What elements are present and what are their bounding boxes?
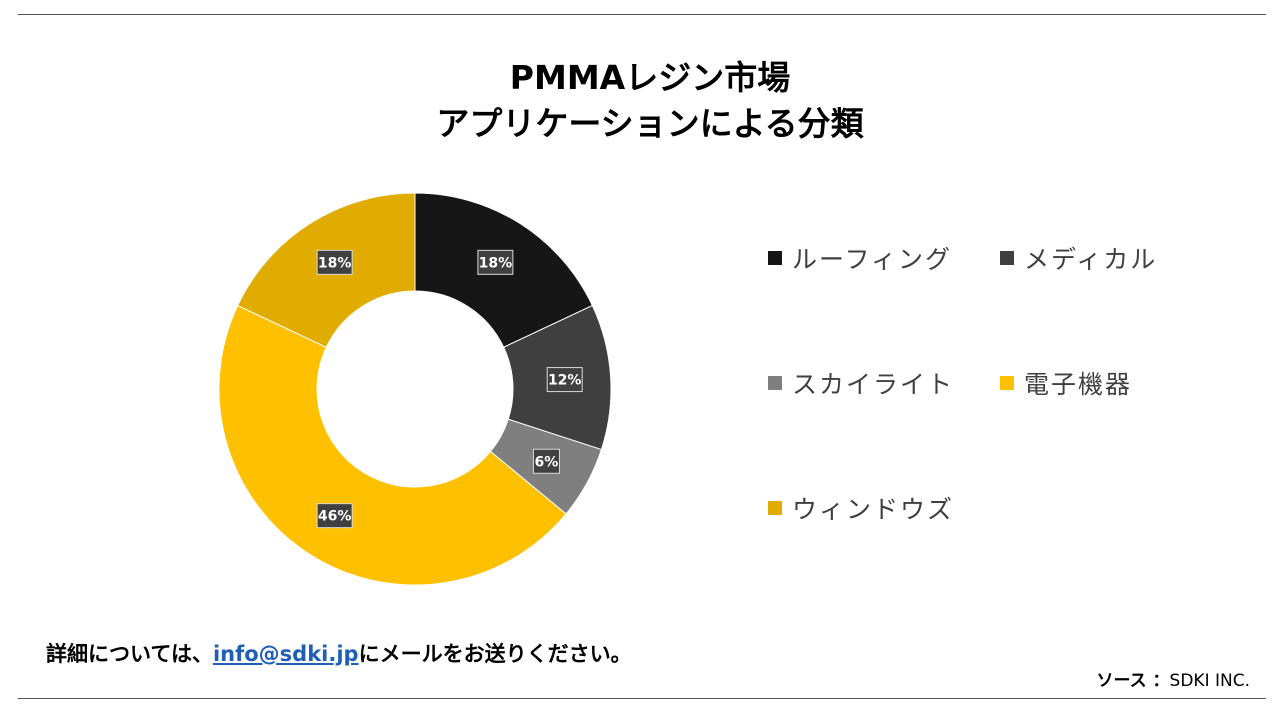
- data-label-text-1: 18%: [479, 255, 513, 271]
- chart-title-line-1: PMMAレジン市場: [509, 58, 791, 97]
- legend-item-2: メディカル: [1000, 240, 1157, 276]
- data-label-text-2: 12%: [548, 373, 582, 389]
- donut-slice-4: [218, 304, 567, 586]
- data-label-text-3: 6%: [535, 454, 559, 470]
- source-credit: ソース ：SDKI INC.: [1096, 666, 1250, 691]
- data-label-box-5: [316, 249, 353, 275]
- data-label-2: 12%: [546, 367, 583, 393]
- contact-email-link[interactable]: info@sdki.jp: [212, 642, 359, 666]
- legend-swatch-5: [768, 501, 782, 515]
- chart-title-line-2: アプリケーションによる分類: [436, 104, 864, 143]
- legend-item-3: スカイライト: [768, 365, 954, 401]
- data-label-box-2: [546, 367, 583, 393]
- data-label-1: 18%: [477, 249, 514, 275]
- legend-label-4: 電子機器: [1024, 370, 1133, 399]
- data-label-text-5: 18%: [318, 255, 352, 271]
- legend-label-1: ルーフィング: [792, 245, 953, 274]
- legend-swatch-4: [1000, 376, 1014, 390]
- legend-swatch-2: [1000, 251, 1014, 265]
- data-label-5: 18%: [316, 249, 353, 275]
- top-divider: [18, 14, 1266, 15]
- data-label-box-4: [316, 503, 353, 529]
- contact-note-prefix: 詳細については、: [46, 642, 213, 666]
- data-label-box-1: [477, 249, 514, 275]
- legend-swatch-3: [768, 376, 782, 390]
- legend-label-2: メディカル: [1024, 245, 1158, 274]
- legend-label-5: ウィンドウズ: [792, 495, 955, 524]
- source-value: SDKI INC.: [1169, 671, 1250, 691]
- data-label-4: 46%: [316, 503, 353, 529]
- source-label: ソース ：: [1096, 671, 1170, 691]
- chart-title: PMMAレジン市場 アプリケーションによる分類: [0, 55, 1280, 147]
- contact-note-suffix: にメールをお送りください。: [358, 642, 632, 666]
- legend-swatch-1: [768, 251, 782, 265]
- data-label-3: 6%: [532, 448, 560, 474]
- legend-label-3: スカイライト: [792, 370, 955, 399]
- contact-note: 詳細については、info@sdki.jpにメールをお送りください。: [46, 638, 632, 668]
- legend-item-5: ウィンドウズ: [768, 490, 954, 526]
- data-label-text-4: 46%: [318, 509, 352, 525]
- bottom-divider: [18, 698, 1266, 699]
- legend-item-1: ルーフィング: [768, 240, 952, 276]
- legend-item-4: 電子機器: [1000, 365, 1132, 401]
- data-label-box-3: [532, 448, 560, 474]
